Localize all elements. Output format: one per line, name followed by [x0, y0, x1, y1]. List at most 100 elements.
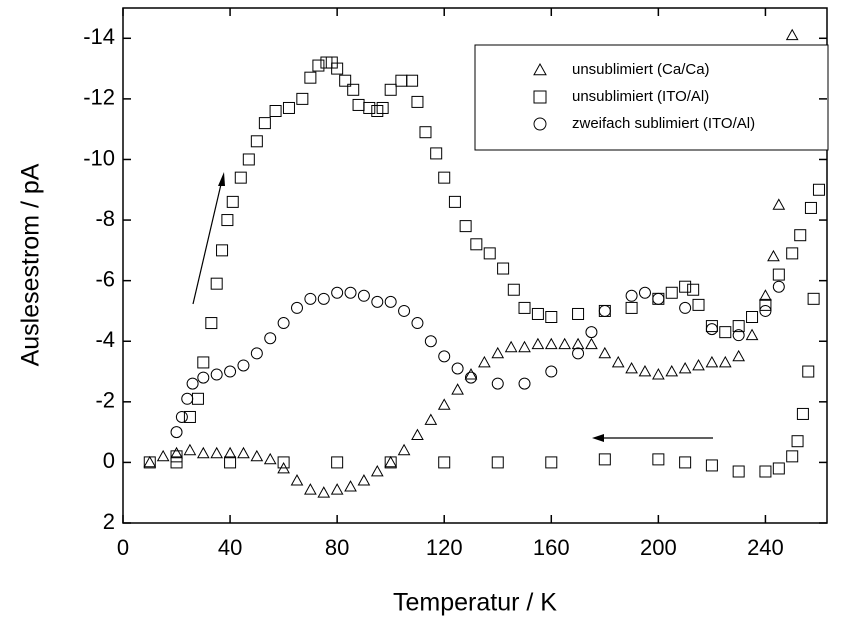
triangle-marker — [170, 446, 183, 459]
triangle-marker — [571, 337, 585, 350]
circle-marker — [290, 301, 303, 314]
square-marker — [170, 450, 183, 463]
triangle-marker — [785, 28, 799, 41]
circle-marker — [277, 317, 290, 330]
arrow-up — [192, 172, 225, 305]
triangle-marker — [598, 346, 612, 359]
triangle-marker — [156, 449, 170, 462]
square-marker — [419, 126, 432, 139]
circle-marker — [175, 410, 188, 423]
square-marker — [438, 171, 451, 184]
y-tick-label: -6 — [95, 266, 115, 291]
square-marker — [226, 195, 239, 208]
square-marker — [746, 311, 759, 323]
square-marker — [507, 283, 520, 296]
triangle-marker — [210, 446, 224, 459]
circle-marker — [197, 371, 210, 384]
arrow-left — [592, 434, 713, 442]
square-marker — [531, 307, 544, 320]
square-marker — [296, 92, 309, 105]
x-tick-label: 160 — [533, 535, 570, 560]
square-marker — [705, 459, 718, 472]
triangle-marker — [384, 455, 398, 468]
triangle-marker — [504, 340, 518, 353]
circle-marker — [451, 362, 464, 375]
triangle-marker — [745, 328, 759, 341]
circle-marker — [679, 301, 692, 314]
square-marker — [786, 247, 799, 260]
triangle-marker — [531, 337, 545, 350]
triangle-marker — [357, 474, 371, 486]
triangle-marker — [223, 446, 237, 459]
triangle-marker — [533, 62, 547, 76]
circle-marker — [181, 392, 194, 405]
triangle-marker — [237, 446, 250, 459]
triangle-marker — [344, 480, 357, 492]
square-marker — [347, 83, 360, 96]
triangle-marker — [759, 289, 772, 301]
legend-label: unsublimiert (Ca/Ca) — [572, 61, 710, 78]
square-marker — [339, 74, 352, 87]
y-tick-label: -2 — [95, 388, 115, 413]
circle-marker — [464, 371, 477, 384]
square-marker — [216, 244, 229, 257]
triangle-marker — [143, 455, 157, 468]
square-marker — [679, 456, 692, 469]
square-marker — [191, 392, 204, 405]
square-marker — [411, 95, 424, 108]
square-marker — [652, 453, 665, 466]
circle-marker — [732, 329, 745, 342]
triangle-marker — [518, 340, 531, 353]
circle-marker — [585, 326, 598, 339]
circle-marker — [250, 347, 263, 360]
square-marker — [384, 83, 397, 96]
triangle-marker — [183, 443, 197, 456]
triangle-marker — [558, 337, 572, 350]
triangle-marker — [665, 364, 679, 377]
square-marker — [224, 456, 237, 469]
triangle-marker — [290, 474, 304, 486]
circle-marker — [533, 117, 547, 131]
triangle-marker — [263, 452, 277, 465]
square-marker — [470, 238, 483, 251]
square-marker — [598, 453, 611, 466]
circle-marker — [237, 359, 250, 372]
triangle-marker — [464, 368, 478, 380]
square-marker — [794, 229, 807, 242]
triangle-marker — [732, 349, 746, 362]
square-marker — [406, 74, 419, 87]
triangle-marker — [625, 361, 638, 374]
triangle-marker — [652, 368, 665, 380]
circle-marker — [625, 289, 638, 302]
triangle-marker — [317, 486, 331, 498]
square-marker — [705, 320, 718, 333]
square-marker — [791, 435, 804, 448]
circle-marker — [357, 289, 370, 302]
legend-label: unsublimiert (ITO/Al) — [572, 88, 709, 105]
legend: unsublimiert (Ca/Ca) unsublimiert (ITO/Al… — [533, 61, 755, 132]
square-marker — [759, 298, 772, 311]
y-tick-label: -8 — [95, 206, 115, 231]
square-marker — [497, 262, 510, 275]
square-marker — [269, 105, 282, 117]
triangle-marker — [304, 483, 317, 495]
square-marker — [625, 301, 638, 314]
square-marker — [802, 365, 815, 378]
square-marker — [304, 71, 317, 84]
square-marker — [545, 456, 558, 469]
circle-marker — [210, 368, 223, 381]
circle-marker — [572, 347, 585, 360]
circle-marker — [652, 292, 665, 305]
x-axis-label: Temperatur / K — [393, 589, 557, 617]
legend-label: zweifach sublimiert (ITO/Al) — [572, 115, 755, 132]
x-tick-label: 120 — [426, 535, 463, 560]
square-marker — [331, 62, 344, 75]
square-marker — [205, 317, 218, 330]
circle-marker — [170, 426, 183, 439]
triangle-marker — [397, 443, 411, 456]
square-marker — [807, 292, 820, 305]
circle-marker — [398, 304, 411, 317]
square-marker — [759, 465, 772, 478]
square-marker — [363, 101, 376, 114]
